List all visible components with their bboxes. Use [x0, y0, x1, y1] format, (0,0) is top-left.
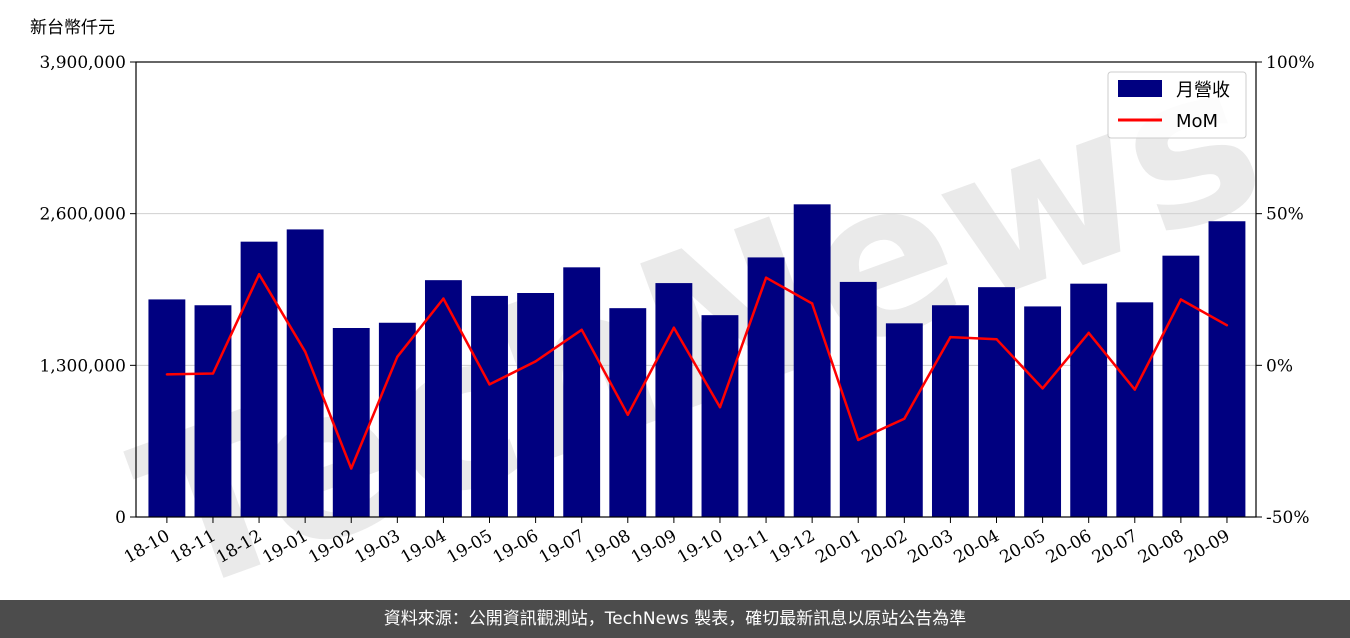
bar: [194, 305, 232, 517]
mom-point: [672, 326, 676, 329]
mom-point: [1225, 324, 1229, 327]
x-tick-label: 19-08: [582, 526, 634, 568]
x-tick-label: 20-05: [997, 526, 1049, 568]
x-tick-label: 20-09: [1181, 526, 1233, 568]
y-tick-label: 3,900,000: [39, 53, 126, 73]
y-tick-label: 0: [115, 508, 126, 528]
mom-point: [1041, 387, 1044, 390]
bar: [885, 323, 923, 517]
x-tick-label: 19-06: [490, 526, 542, 568]
bar: [563, 267, 601, 517]
chart: TechNews 01,300,0002,600,0003,900,000-50…: [30, 13, 1315, 600]
mom-point: [350, 467, 353, 470]
mom-point: [718, 405, 722, 409]
bar: [240, 241, 278, 517]
mom-point: [1087, 331, 1090, 335]
bar: [286, 229, 324, 517]
mom-point: [949, 335, 952, 339]
x-tick-label: 19-12: [766, 526, 818, 568]
y-tick-label: 2,600,000: [39, 205, 126, 225]
mom-point: [810, 302, 814, 305]
legend-swatch-revenue: [1118, 80, 1162, 97]
bar: [931, 305, 969, 517]
mom-point: [764, 276, 768, 279]
y-tick-label: 1,300,000: [39, 356, 126, 376]
bar: [1070, 283, 1108, 517]
bar: [1162, 255, 1200, 517]
mom-point: [995, 338, 998, 341]
mom-point: [626, 413, 629, 416]
bar: [517, 293, 555, 517]
x-tick-label: 19-11: [720, 526, 772, 568]
mom-point: [903, 417, 906, 420]
x-tick-label: 19-09: [628, 526, 680, 568]
x-tick-label: 20-01: [812, 526, 864, 568]
legend-label-mom: MoM: [1176, 111, 1218, 132]
y-axis-unit-label: 新台幣仟元: [30, 18, 115, 38]
source-footer: 資料來源：公開資訊觀測站，TechNews 製表，確切最新訊息以原站公告為準: [0, 600, 1350, 638]
mom-point: [257, 273, 261, 276]
bar: [978, 287, 1015, 517]
x-tick-label: 20-03: [904, 526, 956, 568]
x-tick-label: 19-07: [536, 526, 588, 568]
bar: [1208, 221, 1246, 517]
x-tick-label: 20-02: [858, 526, 910, 568]
bar: [378, 322, 416, 517]
bar: [471, 295, 508, 517]
legend-label-revenue: 月營收: [1176, 80, 1230, 101]
bar: [747, 257, 785, 517]
mom-point: [165, 373, 169, 376]
x-tick-label: 20-04: [951, 526, 1003, 568]
mom-point: [442, 297, 445, 300]
mom-point: [303, 350, 307, 353]
x-tick-label: 19-10: [674, 526, 726, 568]
mom-point: [1133, 388, 1136, 391]
bar: [793, 204, 831, 518]
y2-tick-label: 100%: [1266, 53, 1315, 73]
mom-point: [211, 372, 215, 375]
x-tick-label: 20-06: [1043, 526, 1095, 568]
mom-point: [534, 360, 537, 363]
mom-point: [580, 328, 583, 332]
bar: [655, 283, 693, 517]
x-tick-label: 20-07: [1089, 526, 1141, 568]
plot-frame: [135, 61, 1257, 518]
legend: 月營收 MoM: [1107, 71, 1247, 139]
mom-line: [166, 273, 1228, 470]
mom-line-series: [165, 273, 1229, 470]
mom-point: [396, 355, 399, 359]
x-tick-label: 20-08: [1135, 526, 1187, 568]
bar-series: [148, 204, 1246, 518]
mom-point: [857, 438, 860, 442]
bar: [1116, 302, 1154, 517]
bar: [332, 328, 370, 517]
mom-point: [1179, 298, 1183, 301]
bar: [1024, 306, 1062, 517]
y2-tick-label: 0%: [1266, 356, 1293, 376]
bar: [839, 281, 877, 517]
bar: [701, 315, 739, 517]
y2-tick-label: 50%: [1266, 205, 1304, 225]
y2-tick-label: -50%: [1266, 508, 1310, 528]
mom-point: [488, 383, 491, 386]
bar: [148, 299, 186, 517]
